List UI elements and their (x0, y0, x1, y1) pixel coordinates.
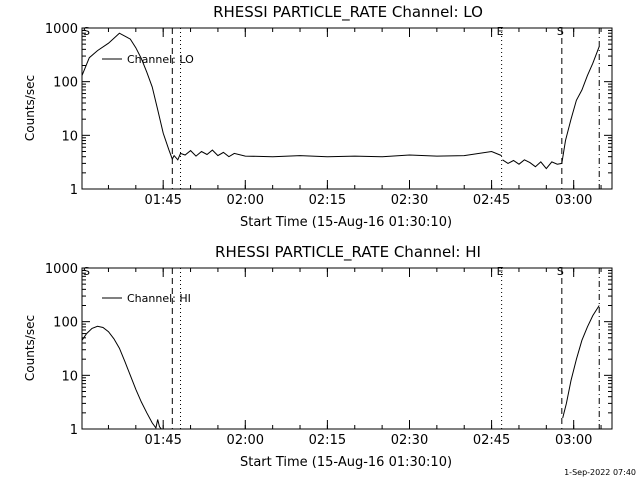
y-axis-label: Counts/sec (23, 75, 37, 141)
marker-label: S (557, 25, 564, 38)
plot-frame (81, 267, 613, 430)
y-tick-label: 10 (61, 129, 78, 144)
chart-title: RHESSI PARTICLE_RATE Channel: LO (213, 3, 483, 22)
y-tick-label: 100 (53, 76, 78, 91)
x-tick-label: 02:45 (473, 193, 510, 208)
y-tick-label: 10 (61, 369, 78, 384)
x-axis-label: Start Time (15-Aug-16 01:30:10) (240, 215, 452, 230)
legend-label: Channel: HI (127, 292, 191, 305)
x-axis-label: Start Time (15-Aug-16 01:30:10) (240, 455, 452, 470)
y-tick-label: 100 (53, 316, 78, 331)
marker-label: E (497, 265, 504, 278)
x-tick-label: 02:00 (227, 433, 264, 448)
x-tick-label: 01:45 (144, 193, 181, 208)
x-tick-label: 02:00 (227, 193, 264, 208)
series-line (81, 32, 502, 161)
marker-label: E (497, 25, 504, 38)
y-axis-label: Counts/sec (23, 315, 37, 381)
x-tick-label: 02:30 (391, 193, 428, 208)
x-tick-label: 02:30 (391, 433, 428, 448)
x-tick-label: 02:45 (473, 433, 510, 448)
marker-label: S (83, 25, 90, 38)
panel-lo: RHESSI PARTICLE_RATE Channel: LO Counts/… (23, 3, 613, 230)
plot-frame (81, 27, 613, 190)
x-tick-label: 02:15 (309, 433, 346, 448)
marker-label: S (83, 265, 90, 278)
x-tick-label: 03:00 (555, 433, 592, 448)
series-line (562, 305, 600, 419)
footer-timestamp: 1-Sep-2022 07:40 (564, 468, 636, 477)
panel-hi: RHESSI PARTICLE_RATE Channel: HI Counts/… (23, 243, 613, 470)
x-tick-label: 03:00 (555, 193, 592, 208)
marker-label: S (557, 265, 564, 278)
x-tick-label: 01:45 (144, 433, 181, 448)
series-line (502, 46, 600, 170)
series-line (81, 325, 162, 430)
legend-label: Channel: LO (127, 53, 194, 66)
y-tick-label: 1000 (45, 22, 78, 37)
y-tick-label: 1000 (45, 262, 78, 277)
y-tick-label: 1 (70, 423, 78, 438)
chart-title: RHESSI PARTICLE_RATE Channel: HI (215, 243, 481, 262)
x-tick-label: 02:15 (309, 193, 346, 208)
y-tick-label: 1 (70, 183, 78, 198)
